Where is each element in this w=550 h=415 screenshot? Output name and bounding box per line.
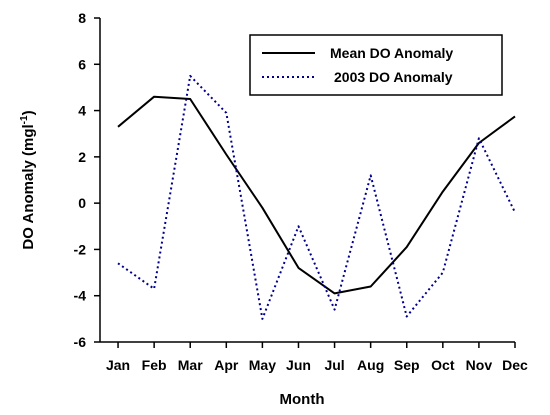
legend-label-2003: 2003 DO Anomaly — [334, 69, 453, 85]
y-tick-label: -4 — [74, 288, 87, 304]
x-tick-label: Aug — [357, 357, 384, 373]
y-axis-title-main: DO Anomaly (mgl — [20, 124, 37, 249]
legend-box — [249, 34, 503, 96]
legend: Mean DO Anomaly 2003 DO Anomaly — [249, 34, 503, 96]
legend-label-mean: Mean DO Anomaly — [330, 45, 453, 61]
y-tick-label: 0 — [78, 195, 86, 211]
series-layer — [117, 74, 516, 320]
x-tick-label: Jun — [286, 357, 311, 373]
x-tick-label: Apr — [214, 357, 239, 373]
y-tick-label: -6 — [74, 334, 87, 350]
x-tick-label: Feb — [142, 357, 167, 373]
y-tick-label: 4 — [78, 103, 86, 119]
series-line-2003-do-anomaly — [117, 74, 516, 320]
series-line-mean-do-anomaly — [117, 95, 516, 295]
y-tick-label: 2 — [78, 149, 86, 165]
y-axis-title: DO Anomaly (mgl-1) — [19, 110, 37, 249]
x-axis-title: Month — [280, 391, 325, 408]
y-tick-label: 8 — [78, 10, 86, 26]
y-axis-title-superscript: -1 — [19, 115, 30, 124]
y-axis-title-suffix: ) — [20, 110, 37, 115]
y-tick-label: 6 — [78, 56, 86, 72]
x-tick-label: May — [249, 357, 276, 373]
x-tick-label: Dec — [502, 357, 528, 373]
x-tick-label: Oct — [431, 357, 455, 373]
x-tick-label: Jan — [106, 357, 130, 373]
axes — [99, 18, 515, 343]
x-tick-label: Jul — [324, 357, 344, 373]
y-tick-label: -2 — [74, 241, 87, 257]
x-axis-ticks: Jan Feb Mar Apr May Jun Jul Aug Sep Oct Nov Dec — [106, 342, 528, 373]
x-tick-label: Mar — [178, 357, 203, 373]
x-tick-label: Sep — [394, 357, 420, 373]
y-axis-ticks: -6 -4 -2 0 2 4 6 8 — [74, 10, 100, 350]
x-tick-label: Nov — [466, 357, 493, 373]
